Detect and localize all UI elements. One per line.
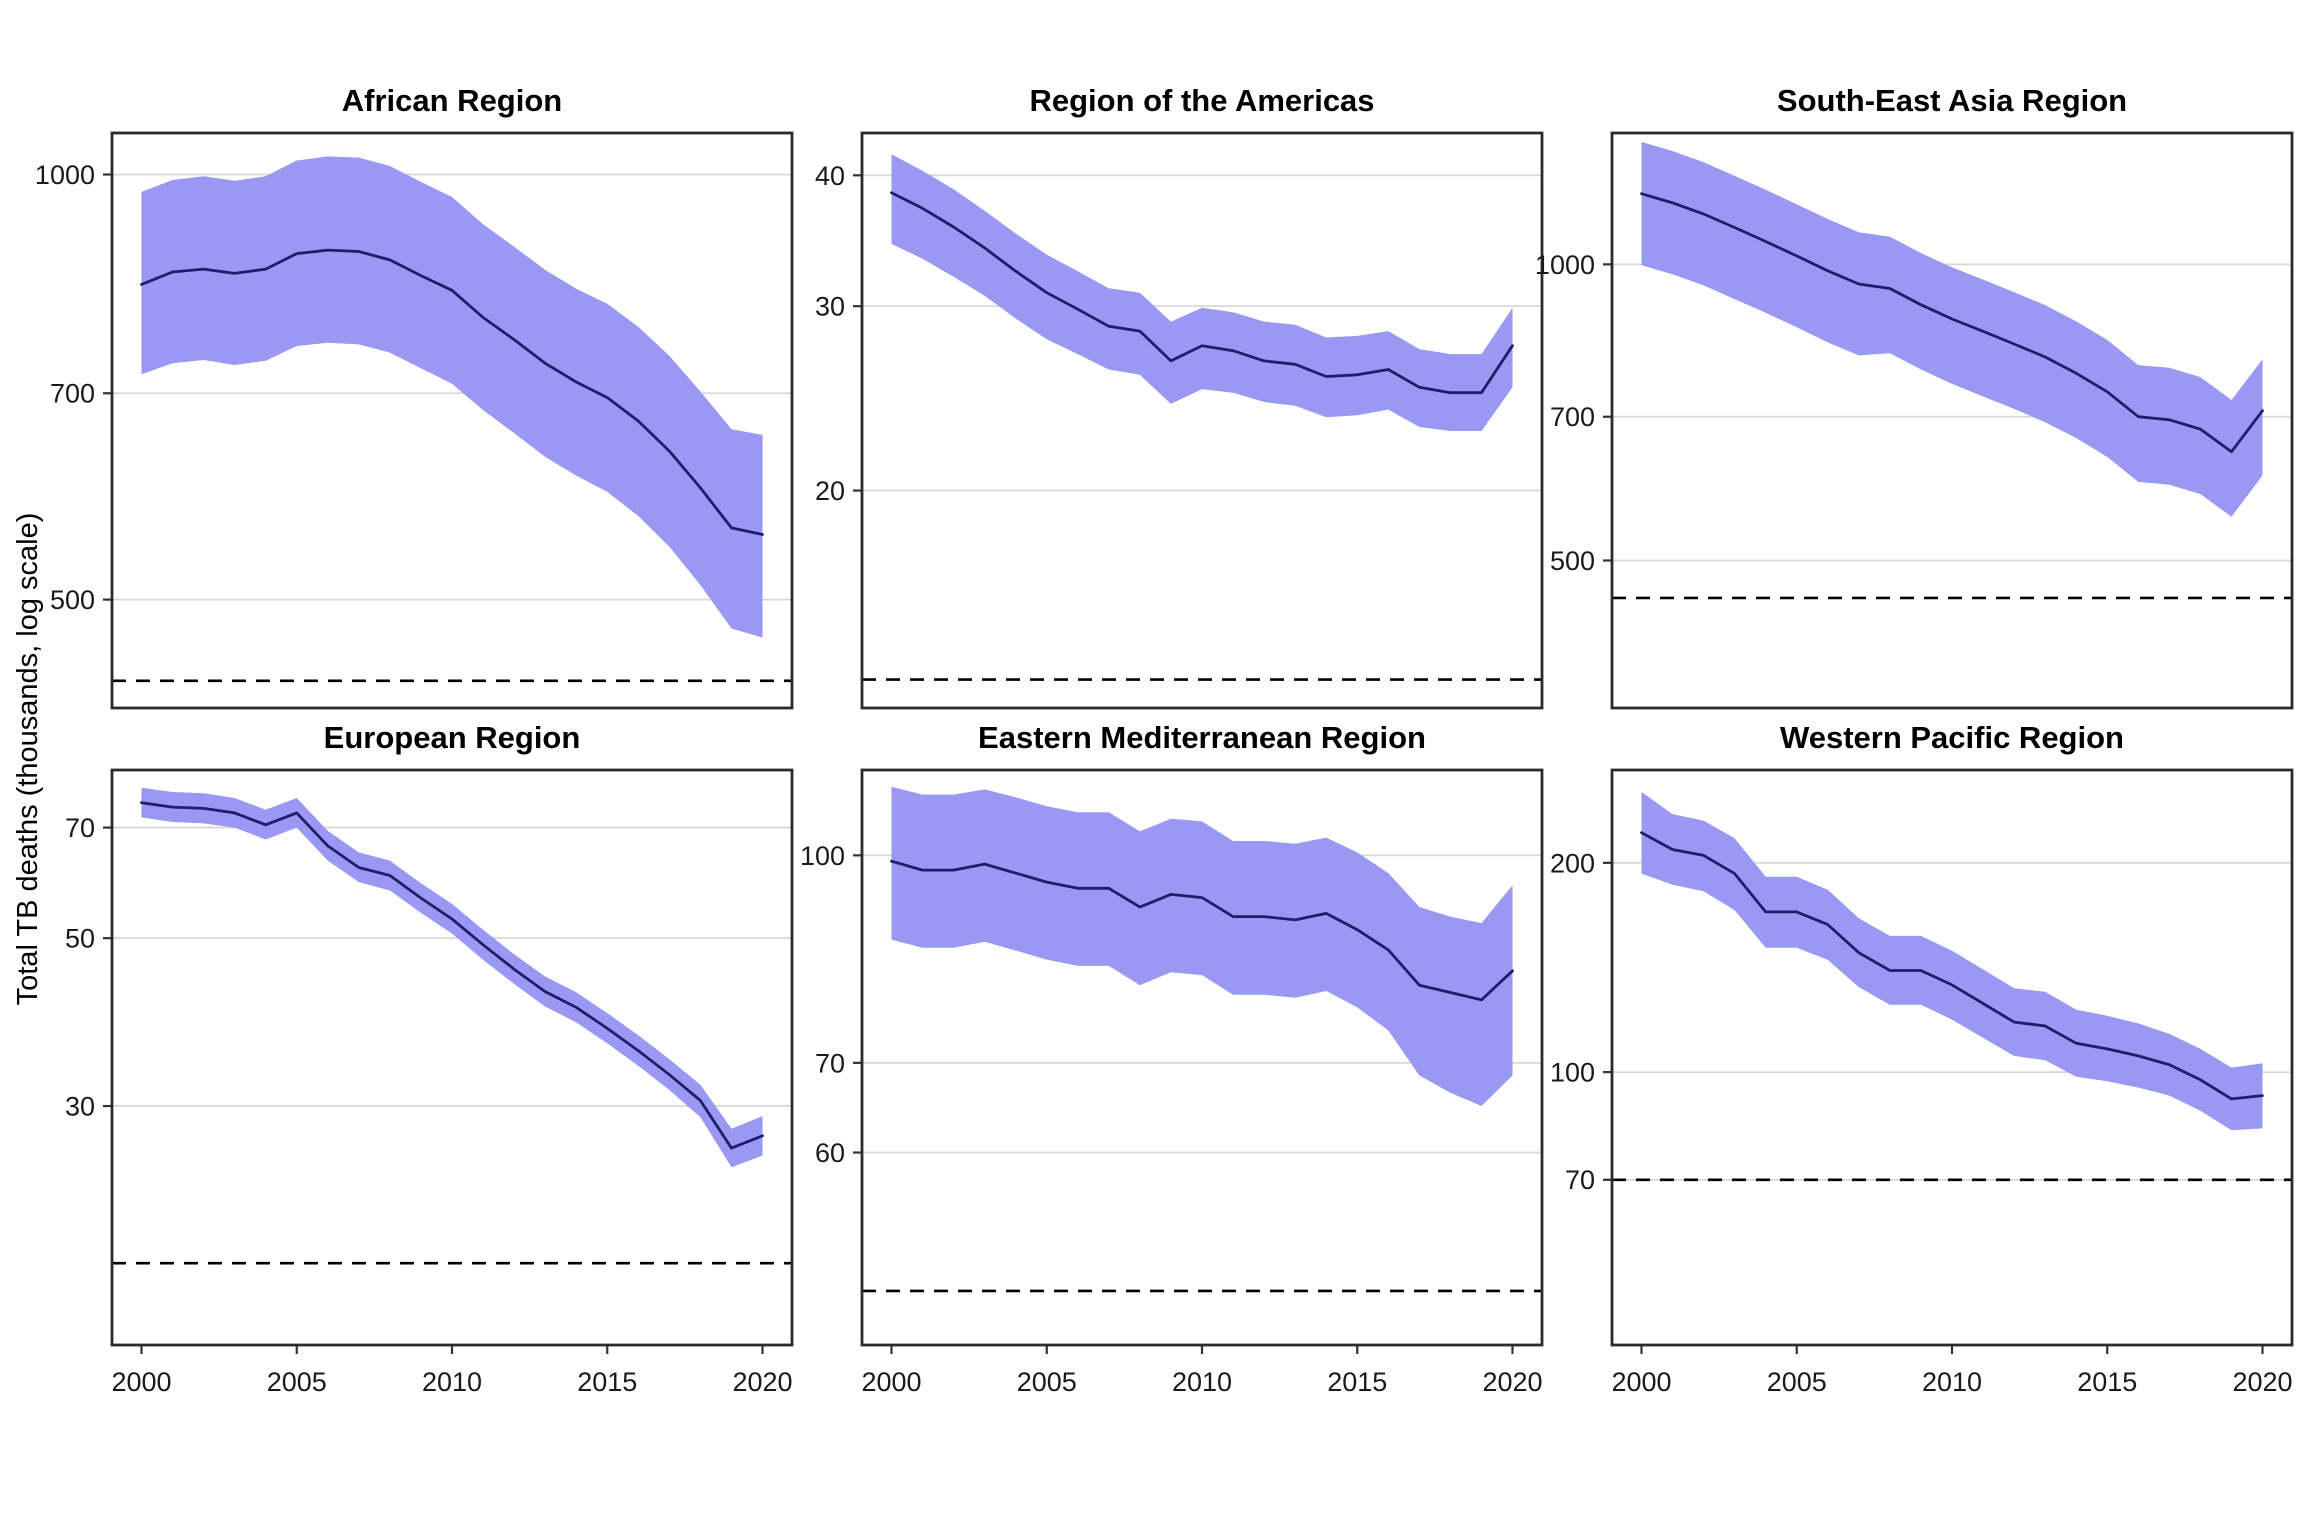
- x-tick-label-2015: 2015: [1327, 1367, 1387, 1397]
- x-tick-label-2005: 2005: [1767, 1367, 1827, 1397]
- x-tick-label-2000: 2000: [111, 1367, 171, 1397]
- panel-title-region-of-the-americas: Region of the Americas: [1029, 83, 1375, 118]
- panel-plot-western-pacific-region: 70 100 200 2000 2005 2010 2015 2020: [1550, 768, 2294, 1397]
- panel-plot-eastern-mediterranean-region: 60 70 100 2000 2005 2010 2015 2020: [800, 768, 1544, 1397]
- x-tick-label-2020: 2020: [2232, 1367, 2292, 1397]
- y-tick-label-60: 60: [815, 1138, 845, 1168]
- panel-title-african-region: African Region: [341, 83, 563, 118]
- panel-title-european-region: European Region: [323, 720, 581, 755]
- confidence-band: [141, 156, 763, 638]
- x-tick-label-2015: 2015: [2077, 1367, 2137, 1397]
- median-line: [140, 248, 764, 536]
- median-line: [890, 859, 1514, 1002]
- y-tick-label-1000: 1000: [35, 160, 95, 190]
- y-tick-label-70: 70: [65, 813, 95, 843]
- x-tick-label-2000: 2000: [861, 1367, 921, 1397]
- panel-plot-south-east-asia-region: 500 700 1000: [1535, 131, 2294, 710]
- confidence-band: [1641, 791, 2263, 1131]
- panel-title-eastern-mediterranean-region: Eastern Mediterranean Region: [978, 720, 1426, 755]
- panel-title-western-pacific-region: Western Pacific Region: [1780, 720, 2124, 755]
- x-tick-label-2000: 2000: [1611, 1367, 1671, 1397]
- confidence-band: [1641, 141, 2263, 517]
- x-tick-label-2010: 2010: [422, 1367, 482, 1397]
- x-tick-label-2020: 2020: [732, 1367, 792, 1397]
- panel-plot-african-region: 500 700 1000: [35, 131, 794, 710]
- y-tick-label-50: 50: [65, 924, 95, 954]
- x-tick-label-2010: 2010: [1922, 1367, 1982, 1397]
- x-tick-label-2020: 2020: [1482, 1367, 1542, 1397]
- y-tick-label-70: 70: [1565, 1165, 1595, 1195]
- y-tick-label-100: 100: [800, 841, 845, 871]
- panel-border: [1610, 131, 2294, 710]
- x-tick-label-2015: 2015: [577, 1367, 637, 1397]
- y-tick-label-100: 100: [1550, 1058, 1595, 1088]
- confidence-band: [891, 786, 1513, 1106]
- median-line: [890, 191, 1514, 395]
- panel-plot-region-of-the-americas: 20 30 40: [815, 131, 1544, 710]
- y-tick-label-200: 200: [1550, 848, 1595, 878]
- panel-border: [1610, 768, 2294, 1347]
- panel-border: [110, 131, 794, 710]
- median-line: [1640, 192, 2264, 454]
- panel-border: [860, 768, 1544, 1347]
- y-tick-label-500: 500: [1550, 546, 1595, 576]
- y-tick-label-20: 20: [815, 476, 845, 506]
- panel-border: [110, 768, 794, 1347]
- y-tick-label-1000: 1000: [1535, 250, 1595, 280]
- confidence-band: [891, 154, 1513, 431]
- median-line: [1640, 831, 2264, 1101]
- y-tick-label-500: 500: [50, 585, 95, 615]
- y-tick-label-700: 700: [1550, 402, 1595, 432]
- y-tick-label-40: 40: [815, 161, 845, 191]
- confidence-band: [141, 787, 763, 1168]
- x-tick-label-2005: 2005: [267, 1367, 327, 1397]
- y-tick-label-700: 700: [50, 379, 95, 409]
- y-tick-label-70: 70: [815, 1048, 845, 1078]
- panel-title-south-east-asia-region: South-East Asia Region: [1776, 83, 2128, 118]
- x-tick-label-2010: 2010: [1172, 1367, 1232, 1397]
- x-tick-label-2005: 2005: [1017, 1367, 1077, 1397]
- y-tick-label-30: 30: [815, 292, 845, 322]
- y-tick-label-30: 30: [65, 1091, 95, 1121]
- panel-border: [860, 131, 1544, 710]
- panel-plot-european-region: 30 50 70 2000 2005 2010 2015 2020: [65, 768, 794, 1397]
- median-line: [140, 801, 764, 1150]
